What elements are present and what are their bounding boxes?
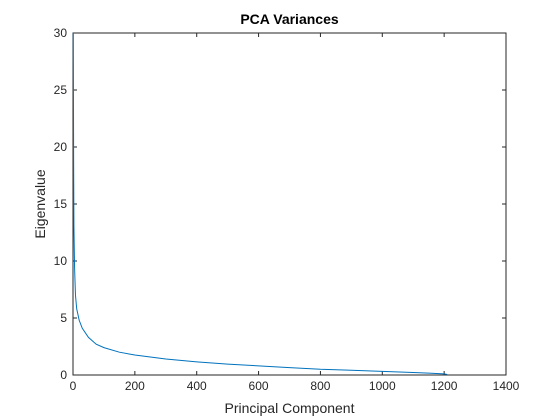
y-tick-label: 0 xyxy=(60,368,67,382)
x-tick-label: 800 xyxy=(310,379,330,393)
y-tick-label: 20 xyxy=(54,140,68,154)
y-axis-label: Eigenvalue xyxy=(32,169,48,238)
x-tick-label: 600 xyxy=(249,379,269,393)
y-tick-label: 5 xyxy=(60,311,67,325)
x-tick-label: 1200 xyxy=(431,379,458,393)
y-tick-label: 15 xyxy=(54,197,68,211)
x-tick-label: 200 xyxy=(125,379,145,393)
y-tick-label: 10 xyxy=(54,254,68,268)
y-tick-label: 25 xyxy=(54,83,68,97)
plot-area xyxy=(72,32,507,376)
x-tick-label: 1000 xyxy=(369,379,396,393)
x-tick-label: 400 xyxy=(187,379,207,393)
series-lines xyxy=(72,32,448,375)
x-tick-label: 1400 xyxy=(493,379,520,393)
x-axis-label: Principal Component xyxy=(225,400,355,416)
x-tick-label: 0 xyxy=(70,379,77,393)
chart-title: PCA Variances xyxy=(240,11,339,27)
axis-ticks: 0 200 400 600 800 1000 1200 1400 0 5 10 15 20 25 30 xyxy=(54,26,520,393)
series-line xyxy=(72,32,448,375)
y-tick-label: 30 xyxy=(54,26,68,40)
